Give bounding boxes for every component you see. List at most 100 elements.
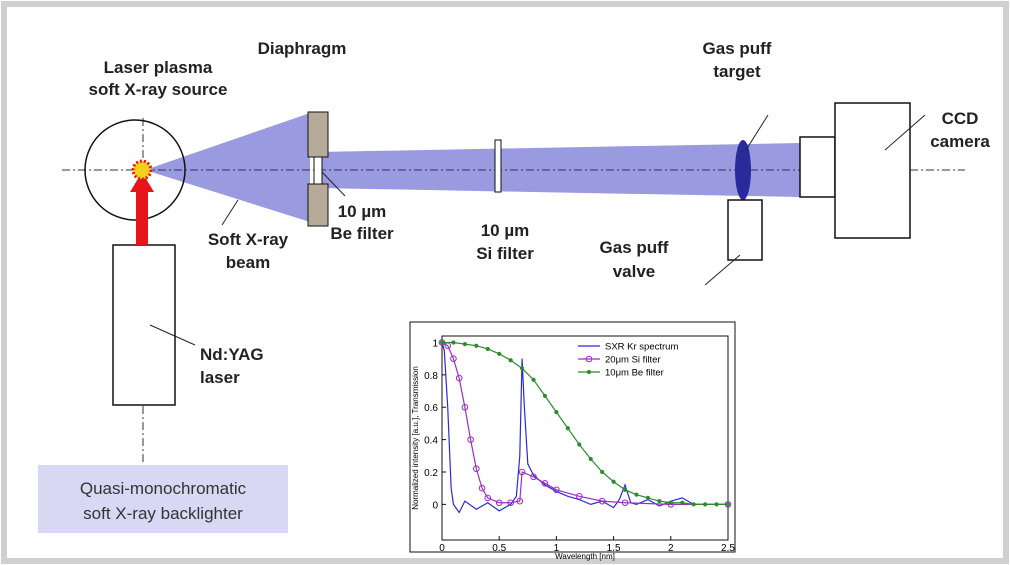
marker [725, 502, 731, 507]
source-chamber [84, 119, 186, 221]
label: soft X-ray backlighter [83, 504, 243, 523]
laser-arrow [136, 190, 148, 245]
diaphragm-bottom [307, 183, 329, 227]
marker [714, 502, 719, 507]
y-tick-label: 0.8 [424, 371, 438, 382]
legend-label: SXR Kr spectrum [605, 342, 678, 353]
marker [507, 499, 514, 507]
y-axis-label: Normalized intensity [a.u.], Transmissio… [411, 366, 420, 510]
marker [451, 340, 456, 345]
marker [497, 351, 502, 356]
marker [565, 426, 570, 431]
plasma [131, 159, 153, 181]
pointer [149, 324, 196, 346]
marker [645, 495, 651, 501]
legend-label: 10μm Be filter [605, 368, 664, 379]
label: 10 µm [338, 202, 387, 221]
marker [462, 341, 467, 347]
marker [600, 469, 605, 475]
label: beam [226, 253, 270, 272]
label: Quasi-monochromatic [80, 479, 247, 498]
plot-area [441, 335, 729, 541]
marker [467, 436, 474, 443]
laser-box [112, 244, 176, 406]
si-filter [494, 139, 502, 193]
legend-marker [585, 355, 593, 363]
diaphragm-top [307, 111, 329, 158]
marker [495, 499, 503, 507]
marker [450, 355, 457, 362]
marker [516, 497, 524, 505]
pointer [745, 114, 769, 151]
legend-label: 20μm Si filter [605, 355, 661, 366]
label: Nd:YAG [200, 345, 264, 364]
marker [474, 343, 479, 348]
backlighter-box [38, 465, 288, 533]
marker [531, 377, 536, 382]
ccd-body [834, 102, 911, 239]
marker [621, 499, 629, 507]
marker [461, 403, 469, 411]
marker [473, 465, 480, 473]
series-line [441, 342, 728, 514]
y-tick-label: 0 [432, 500, 438, 511]
gas-puff-target [735, 140, 751, 200]
marker [518, 468, 526, 476]
marker [703, 502, 708, 507]
label: Si filter [476, 244, 534, 263]
beam-cone [145, 113, 310, 222]
y-tick-label: 1 [432, 338, 438, 349]
marker [455, 374, 463, 382]
marker [553, 486, 560, 494]
label: laser [200, 368, 240, 387]
marker [485, 346, 490, 352]
label: 10 µm [481, 221, 530, 240]
x-tick-label: 1.5 [607, 543, 621, 554]
marker [634, 492, 639, 497]
laser-arrowhead [130, 172, 154, 192]
ccd-front [799, 136, 836, 198]
marker [622, 487, 628, 492]
marker [577, 442, 582, 447]
label: Gas puff [703, 39, 772, 58]
pointer [321, 171, 346, 197]
label: CCD [942, 109, 979, 128]
marker [668, 500, 673, 505]
be-filter [313, 156, 323, 185]
marker [611, 479, 616, 484]
x-tick-label: 0.5 [492, 543, 506, 554]
x-tick-label: 2 [668, 543, 674, 554]
marker [541, 480, 549, 487]
x-tick-label: 1 [554, 543, 560, 554]
marker [542, 393, 548, 399]
marker [519, 366, 525, 371]
label: target [713, 62, 761, 81]
label: soft X-ray source [89, 80, 228, 99]
legend-marker [586, 369, 592, 375]
y-tick-label: 0.2 [424, 468, 438, 479]
marker [691, 502, 696, 507]
marker [530, 473, 537, 481]
gas-valve [727, 199, 763, 261]
series-line [441, 341, 728, 505]
marker [439, 340, 445, 345]
chart-frame [409, 321, 736, 553]
label: Gas puff [600, 238, 669, 257]
label: Be filter [330, 224, 394, 243]
marker [575, 492, 583, 500]
marker [657, 499, 662, 504]
y-tick-label: 0.6 [424, 403, 438, 414]
x-axis-label: Wavelength [nm] [555, 552, 615, 561]
marker [588, 456, 593, 462]
pointer [884, 114, 926, 151]
pointer [704, 254, 741, 286]
label: camera [930, 132, 990, 151]
label: Diaphragm [258, 39, 347, 58]
y-tick-label: 0.4 [424, 436, 438, 447]
x-tick-label: 0 [439, 543, 445, 554]
pointer [221, 199, 239, 226]
marker [478, 484, 486, 492]
marker [598, 497, 606, 505]
